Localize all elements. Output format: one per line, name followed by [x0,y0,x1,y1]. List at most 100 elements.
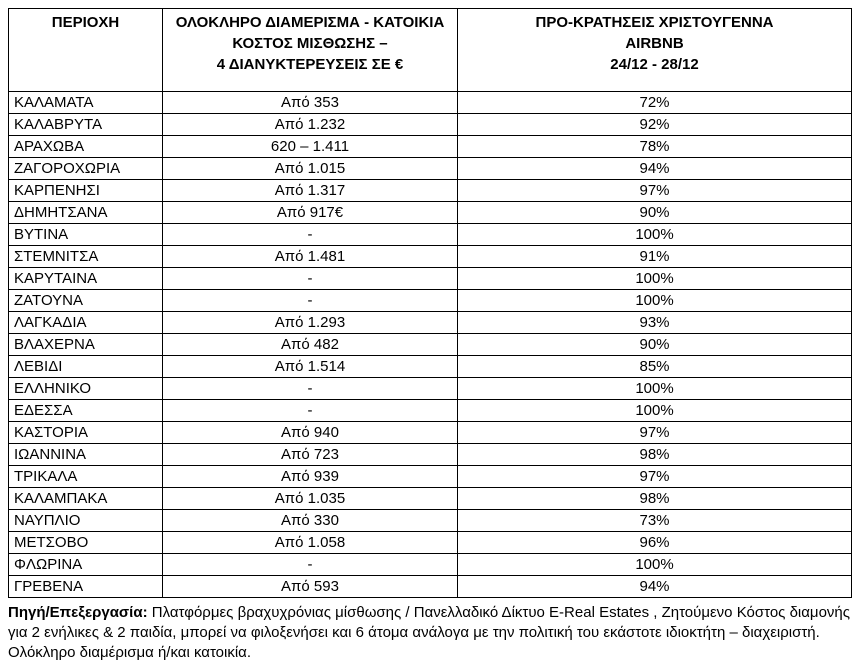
region-cell: ΦΛΩΡΙΝΑ [8,553,163,576]
table-row: ΖΑΤΟΥΝΑ -100% [8,289,852,312]
prebooking-cell: 97% [457,179,852,202]
price-cell: - [162,289,458,312]
region-cell: ΓΡΕΒΕΝΑ [8,575,163,598]
price-cell: Από 1.293 [162,311,458,334]
region-cell: ΛΕΒΙΔΙ [8,355,163,378]
price-cell: Από 353 [162,91,458,114]
prebooking-cell: 90% [457,333,852,356]
airbnb-prebooking-table: ΠΕΡΙΟΧΗ ΟΛΟΚΛΗΡΟ ΔΙΑΜΕΡΙΣΜΑ - ΚΑΤΟΙΚΙΑ Κ… [8,8,852,598]
region-cell: ΚΑΡΠΕΝΗΣΙ [8,179,163,202]
prebooking-cell: 92% [457,113,852,136]
prebooking-cell: 100% [457,399,852,422]
table-row: ΚΑΡΠΕΝΗΣΙ Από 1.317 97% [8,179,852,202]
region-cell: ΒΥΤΙΝΑ [8,223,163,246]
prebooking-cell: 72% [457,91,852,114]
table-row: ΚΑΛΑΜΑΤΑ Από 353 72% [8,91,852,114]
table-row: ΛΑΓΚΑΔΙΑ Από 1.293 93% [8,311,852,334]
prebooking-cell: 73% [457,509,852,532]
table-row: ΛΕΒΙΔΙ Από 1.514 85% [8,355,852,378]
table-row: ΚΑΣΤΟΡΙΑ Από 940 97% [8,421,852,444]
price-cell: Από 330 [162,509,458,532]
table-body: ΚΑΛΑΜΑΤΑ Από 353 72% ΚΑΛΑΒΡΥΤΑ Από 1.232 92% Α… [8,91,852,598]
region-cell: ΑΡΑΧΩΒΑ [8,135,163,158]
table-row: ΜΕΤΣΟΒΟ Από 1.058 96% [8,531,852,554]
table-row: ΚΑΛΑΒΡΥΤΑ Από 1.232 92% [8,113,852,136]
source-label: Πηγή/Επεξεργασία: [8,604,148,621]
price-cell: Από 1.015 [162,157,458,180]
header-price-line-1: ΟΛΟΚΛΗΡΟ ΔΙΑΜΕΡΙΣΜΑ - ΚΑΤΟΙΚΙΑ [175,14,445,31]
prebooking-cell: 97% [457,421,852,444]
prebooking-cell: 98% [457,487,852,510]
header-price-line-3: 4 ΔΙΑΝΥΚΤΕΡΕΥΣΕΙΣ ΣΕ € [216,56,404,73]
price-cell: 620 – 1.411 [162,135,458,158]
price-cell: Από 1.232 [162,113,458,136]
price-cell: Από 1.058 [162,531,458,554]
region-cell: ΜΕΤΣΟΒΟ [8,531,163,554]
price-cell: - [162,223,458,246]
source-note: Πηγή/Επεξεργασία: Πλατφόρμες βραχυχρόνια… [8,603,851,663]
table-row: ΒΛΑΧΕΡΝΑ Από 482 90% [8,333,852,356]
header-prebooking: ΠΡΟ-ΚΡΑΤΗΣΕΙΣ ΧΡΙΣΤΟΥΓΕΝΝΑ AIRBNB 24/12 … [457,8,852,92]
prebooking-cell: 78% [457,135,852,158]
prebooking-cell: 93% [457,311,852,334]
prebooking-cell: 100% [457,267,852,290]
header-prebooking-line-2: AIRBNB [625,35,684,52]
header-prebooking-line-1: ΠΡΟ-ΚΡΑΤΗΣΕΙΣ ΧΡΙΣΤΟΥΓΕΝΝΑ [535,14,774,31]
region-cell: ΕΛΛΗΝΙΚΟ [8,377,163,400]
prebooking-cell: 97% [457,465,852,488]
region-cell: ΝΑΥΠΛΙΟ [8,509,163,532]
region-cell: ΚΑΛΑΒΡΥΤΑ [8,113,163,136]
table-row: ΑΡΑΧΩΒΑ 620 – 1.411 78% [8,135,852,158]
header-row: ΠΕΡΙΟΧΗ ΟΛΟΚΛΗΡΟ ΔΙΑΜΕΡΙΣΜΑ - ΚΑΤΟΙΚΙΑ Κ… [8,8,852,92]
region-cell: ΖΑΤΟΥΝΑ [8,289,163,312]
header-prebooking-line-3: 24/12 - 28/12 [610,56,699,73]
price-cell: Από 482 [162,333,458,356]
prebooking-cell: 85% [457,355,852,378]
price-cell: Από 593 [162,575,458,598]
region-cell: ΤΡΙΚΑΛΑ [8,465,163,488]
price-cell: Από 723 [162,443,458,466]
price-cell: Από 939 [162,465,458,488]
table-row: ΔΗΜΗΤΣΑΝΑ Από 917€ 90% [8,201,852,224]
region-cell: ΒΛΑΧΕΡΝΑ [8,333,163,356]
price-cell: Από 1.481 [162,245,458,268]
prebooking-cell: 98% [457,443,852,466]
header-price: ΟΛΟΚΛΗΡΟ ΔΙΑΜΕΡΙΣΜΑ - ΚΑΤΟΙΚΙΑ ΚΟΣΤΟΣ ΜΙ… [162,8,458,92]
prebooking-cell: 91% [457,245,852,268]
table-row: ΕΔΕΣΣΑ -100% [8,399,852,422]
prebooking-cell: 100% [457,553,852,576]
table-row: ΣΤΕΜΝΙΤΣΑ Από 1.481 91% [8,245,852,268]
header-region: ΠΕΡΙΟΧΗ [8,8,163,92]
table-row: ΝΑΥΠΛΙΟ Από 330 73% [8,509,852,532]
price-cell: Από 940 [162,421,458,444]
prebooking-cell: 100% [457,289,852,312]
price-cell: - [162,377,458,400]
region-cell: ΙΩΑΝΝΙΝΑ [8,443,163,466]
region-cell: ΖΑΓΟΡΟΧΩΡΙΑ [8,157,163,180]
prebooking-cell: 96% [457,531,852,554]
header-region-line: ΠΕΡΙΟΧΗ [51,14,120,31]
document-page: ΠΕΡΙΟΧΗ ΟΛΟΚΛΗΡΟ ΔΙΑΜΕΡΙΣΜΑ - ΚΑΤΟΙΚΙΑ Κ… [8,8,852,663]
table-row: ΙΩΑΝΝΙΝΑ Από 723 98% [8,443,852,466]
price-cell: - [162,267,458,290]
table-row: ΤΡΙΚΑΛΑ Από 939 97% [8,465,852,488]
region-cell: ΚΑΣΤΟΡΙΑ [8,421,163,444]
region-cell: ΣΤΕΜΝΙΤΣΑ [8,245,163,268]
table-row: ΦΛΩΡΙΝΑ -100% [8,553,852,576]
region-cell: ΔΗΜΗΤΣΑΝΑ [8,201,163,224]
price-cell: - [162,553,458,576]
region-cell: ΚΑΛΑΜΠΑΚΑ [8,487,163,510]
header-price-line-2: ΚΟΣΤΟΣ ΜΙΣΘΩΣΗΣ – [232,35,388,52]
price-cell: Από 1.514 [162,355,458,378]
price-cell: Από 917€ [162,201,458,224]
prebooking-cell: 94% [457,575,852,598]
region-cell: ΕΔΕΣΣΑ [8,399,163,422]
region-cell: ΛΑΓΚΑΔΙΑ [8,311,163,334]
table-row: ΖΑΓΟΡΟΧΩΡΙΑ Από 1.015 94% [8,157,852,180]
table-row: ΕΛΛΗΝΙΚΟ -100% [8,377,852,400]
prebooking-cell: 100% [457,223,852,246]
region-cell: ΚΑΡΥΤΑΙΝΑ [8,267,163,290]
table-row: ΚΑΛΑΜΠΑΚΑ Από 1.035 98% [8,487,852,510]
prebooking-cell: 94% [457,157,852,180]
price-cell: Από 1.035 [162,487,458,510]
